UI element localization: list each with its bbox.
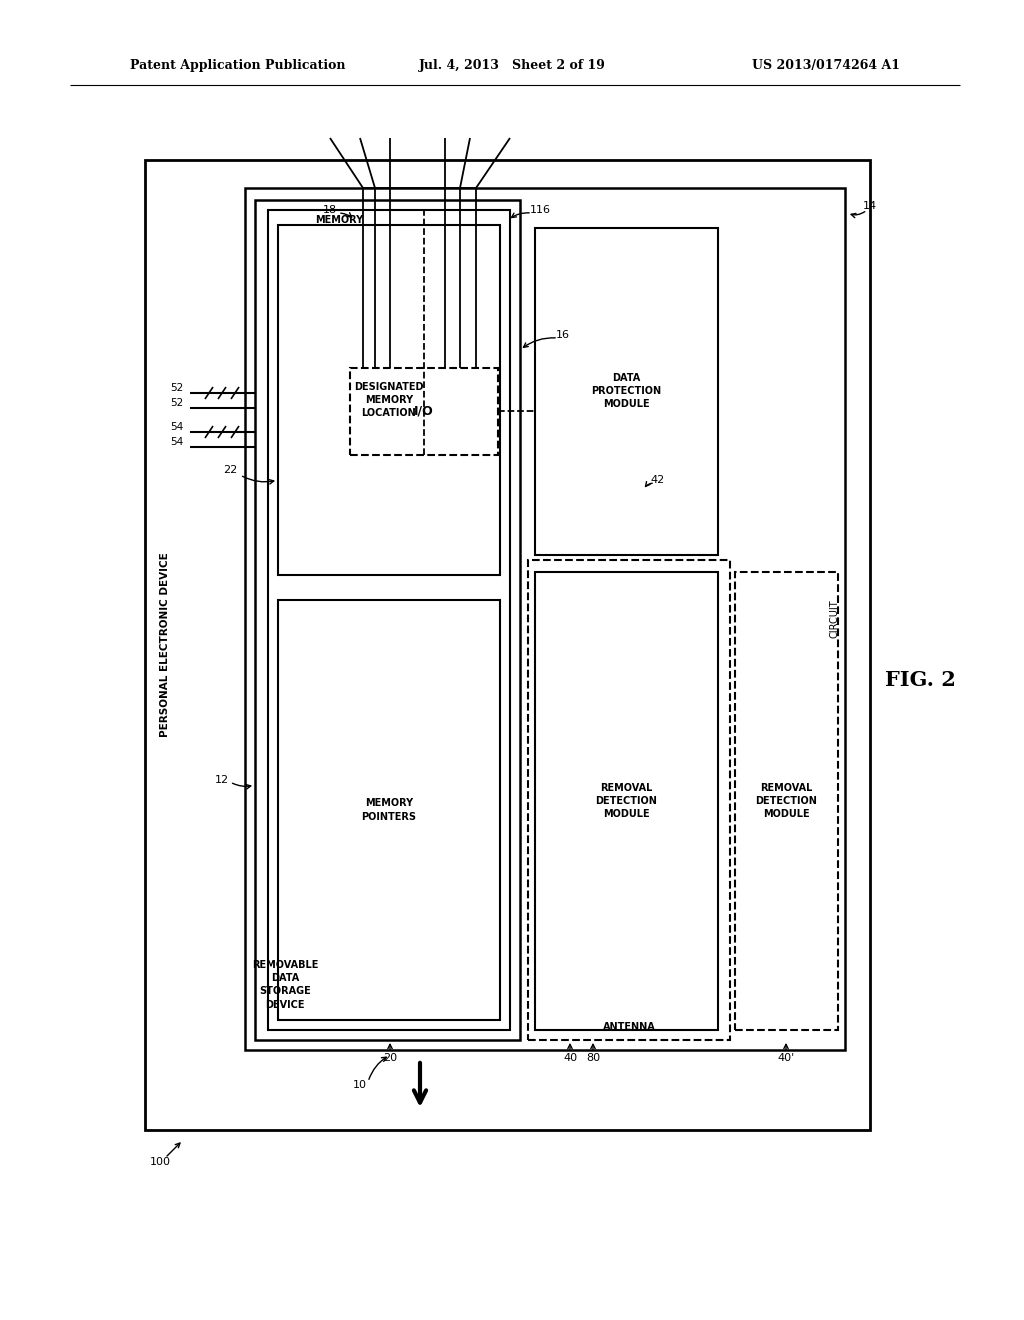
Text: 54: 54 <box>170 422 183 432</box>
Text: CIRCUIT: CIRCUIT <box>830 599 840 639</box>
Text: Patent Application Publication: Patent Application Publication <box>130 58 345 71</box>
Text: US 2013/0174264 A1: US 2013/0174264 A1 <box>752 58 900 71</box>
Text: 100: 100 <box>150 1158 171 1167</box>
Text: I/O: I/O <box>414 404 434 417</box>
Text: MEMORY: MEMORY <box>315 215 364 224</box>
Text: 10: 10 <box>353 1080 367 1090</box>
Text: ANTENNA: ANTENNA <box>603 1022 655 1032</box>
Text: 80: 80 <box>586 1053 600 1063</box>
Bar <box>535 228 718 554</box>
Bar <box>278 601 500 1020</box>
Text: 22: 22 <box>223 465 238 475</box>
Text: REMOVABLE
DATA
STORAGE
DEVICE: REMOVABLE DATA STORAGE DEVICE <box>252 960 318 1010</box>
Bar <box>145 160 870 1130</box>
Text: 18: 18 <box>323 205 337 215</box>
Text: PERSONAL ELECTRONIC DEVICE: PERSONAL ELECTRONIC DEVICE <box>160 553 170 738</box>
Text: MEMORY
POINTERS: MEMORY POINTERS <box>361 799 417 821</box>
Text: REMOVAL
DETECTION
MODULE: REMOVAL DETECTION MODULE <box>595 783 657 820</box>
Bar <box>528 560 730 1040</box>
Bar <box>350 368 498 455</box>
Text: 42: 42 <box>650 475 665 484</box>
Bar <box>278 224 500 576</box>
Text: DATA
PROTECTION
MODULE: DATA PROTECTION MODULE <box>591 372 662 409</box>
Bar <box>245 187 845 1049</box>
Text: 14: 14 <box>863 201 878 211</box>
Bar <box>735 572 838 1030</box>
Bar <box>268 210 510 1030</box>
Text: 16: 16 <box>556 330 570 341</box>
Text: 116: 116 <box>529 205 551 215</box>
Text: 40': 40' <box>777 1053 795 1063</box>
Text: 52: 52 <box>170 399 183 408</box>
Text: DESIGNATED
MEMORY
LOCATION: DESIGNATED MEMORY LOCATION <box>354 381 424 418</box>
Text: REMOVAL
DETECTION
MODULE: REMOVAL DETECTION MODULE <box>755 783 817 820</box>
Bar <box>255 201 520 1040</box>
Text: 52: 52 <box>170 383 183 393</box>
Text: 54: 54 <box>170 437 183 447</box>
Text: 20: 20 <box>383 1053 397 1063</box>
Text: 12: 12 <box>215 775 229 785</box>
Bar <box>535 572 718 1030</box>
Text: Jul. 4, 2013   Sheet 2 of 19: Jul. 4, 2013 Sheet 2 of 19 <box>419 58 605 71</box>
Text: FIG. 2: FIG. 2 <box>885 671 955 690</box>
Text: 40: 40 <box>563 1053 578 1063</box>
